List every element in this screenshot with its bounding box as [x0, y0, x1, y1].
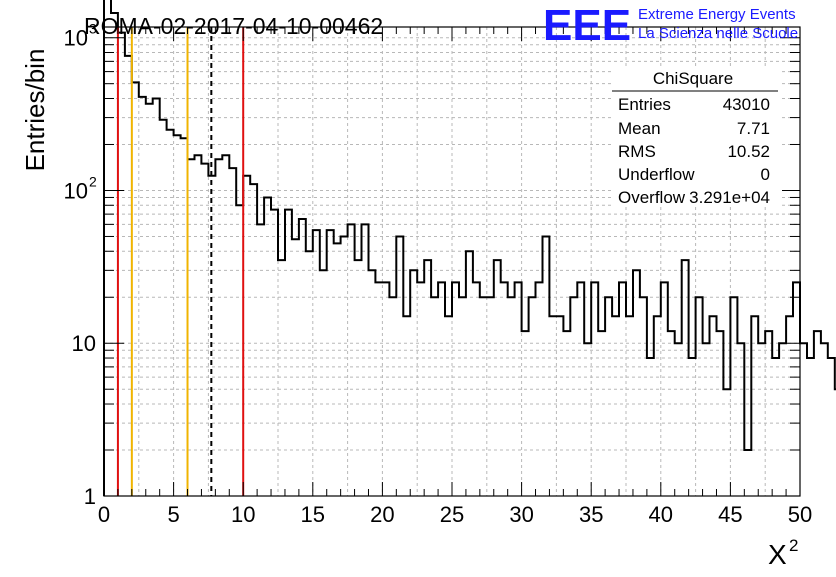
y-tick-label: 10: [64, 26, 88, 51]
x-axis-label-base: X: [768, 539, 787, 570]
x-tick-label: 45: [718, 502, 742, 527]
eee-logo: EEE Extreme Energy Events La Scienza nel…: [543, 1, 798, 50]
x-tick-label: 20: [370, 502, 394, 527]
x-tick-label: 35: [579, 502, 603, 527]
x-tick-label: 0: [98, 502, 110, 527]
stats-box-background: [612, 66, 782, 206]
grid-lines: [104, 27, 800, 496]
y-tick-label: 1: [84, 484, 96, 509]
stats-value-underflow: 0: [761, 165, 770, 184]
x-tick-label: 10: [231, 502, 255, 527]
x-axis-label: X 2: [768, 536, 798, 570]
stats-label-underflow: Underflow: [618, 165, 695, 184]
y-tick-label-exponent: 2: [89, 173, 97, 189]
y-tick-label: 10: [72, 331, 96, 356]
x-tick-label: 5: [167, 502, 179, 527]
stats-label-overflow: Overflow: [618, 188, 686, 207]
logo-line-2: La Scienza nelle Scuole: [638, 25, 798, 42]
stats-value-mean: 7.71: [737, 119, 770, 138]
stats-value-overflow: 3.291e+04: [689, 188, 770, 207]
x-tick-label: 15: [301, 502, 325, 527]
stats-title: ChiSquare: [653, 69, 733, 88]
histogram-series: [103, 0, 836, 496]
x-tick-label: 30: [509, 502, 533, 527]
chart-title: ROMA-02-2017-04-10-00462: [84, 13, 383, 39]
stats-value-entries: 43010: [723, 95, 770, 114]
x-axis-label-superscript: 2: [789, 536, 798, 555]
y-axis-label: Entries/bin: [20, 49, 50, 172]
y-tick-label-exponent: 3: [89, 21, 97, 37]
y-tick-label: 10: [64, 178, 88, 203]
stats-box: ChiSquare Entries 43010 Mean 7.71 RMS 10…: [612, 66, 782, 207]
x-tick-label: 40: [649, 502, 673, 527]
stats-label-entries: Entries: [618, 95, 671, 114]
cut-lines: [116, 27, 245, 496]
stats-label-mean: Mean: [618, 119, 661, 138]
logo-line-1: Extreme Energy Events: [638, 6, 796, 23]
x-tick-label: 50: [788, 502, 812, 527]
stats-value-rms: 10.52: [727, 142, 770, 161]
stats-label-rms: RMS: [618, 142, 656, 161]
x-tick-label: 25: [440, 502, 464, 527]
eee-logo-text: EEE: [543, 1, 631, 50]
histogram-steps: [103, 0, 836, 496]
